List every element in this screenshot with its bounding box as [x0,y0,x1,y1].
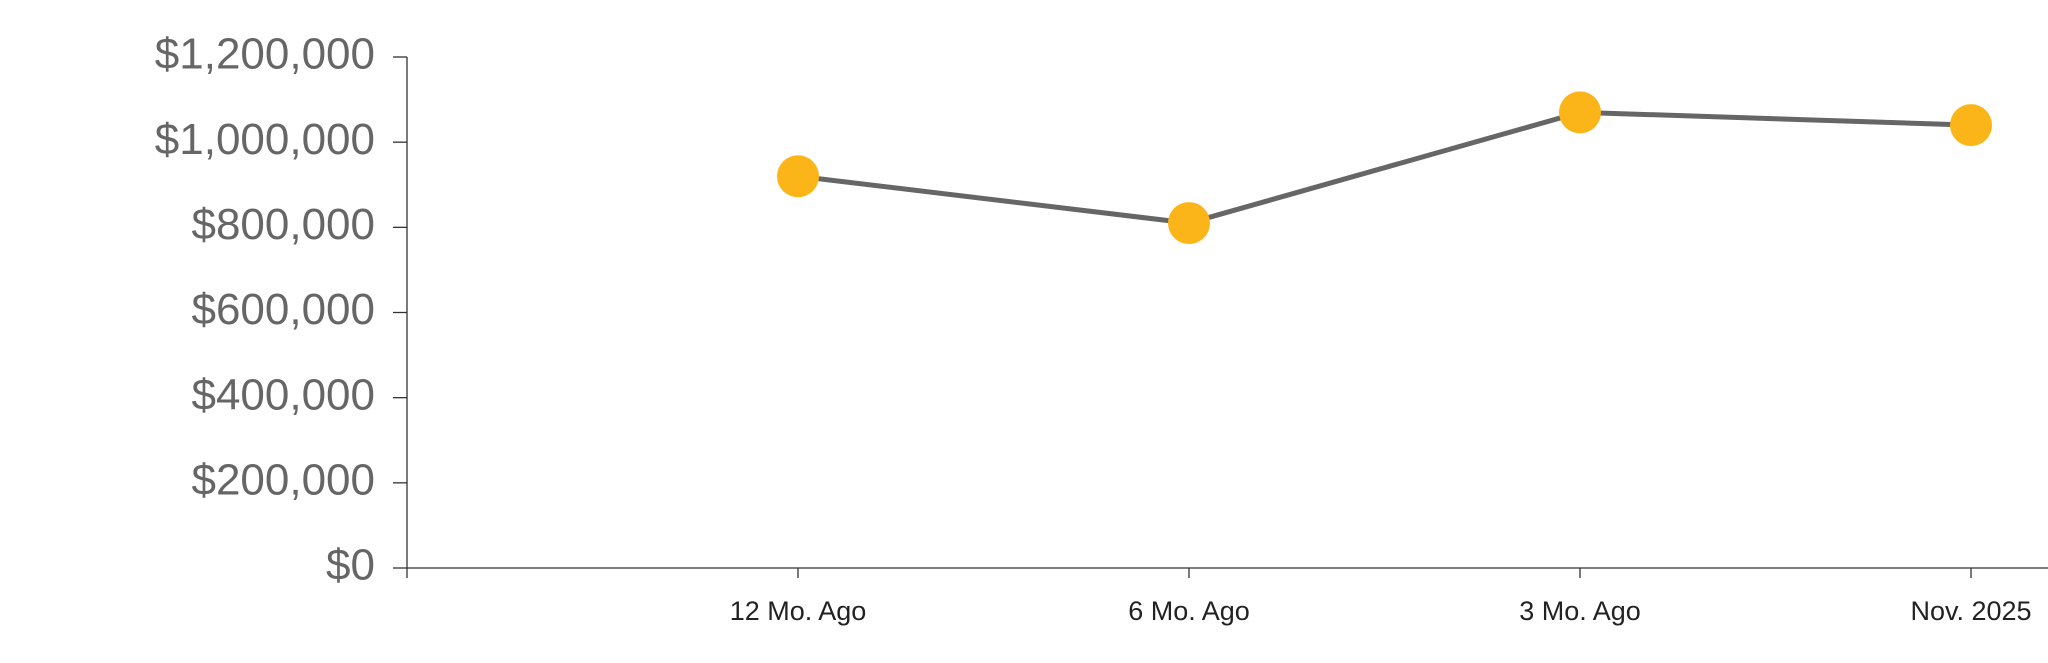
x-tick-label: Nov. 2025 [1910,596,2031,626]
y-tick-label: $600,000 [191,285,375,334]
y-tick-label: $1,200,000 [155,30,375,79]
y-tick-label: $400,000 [191,370,375,419]
data-point [777,155,819,198]
y-tick-label: $200,000 [191,455,375,504]
series-line [797,109,1972,226]
data-point [1168,202,1210,245]
x-tick-label: 6 Mo. Ago [1128,596,1250,626]
data-point [1950,104,1992,147]
x-tick-label: 3 Mo. Ago [1519,596,1641,626]
y-tick-label: $0 [326,541,375,590]
y-tick-label: $1,000,000 [155,115,375,164]
y-tick-label: $800,000 [191,200,375,249]
data-point [1559,91,1601,134]
x-tick-label: 12 Mo. Ago [730,596,867,626]
